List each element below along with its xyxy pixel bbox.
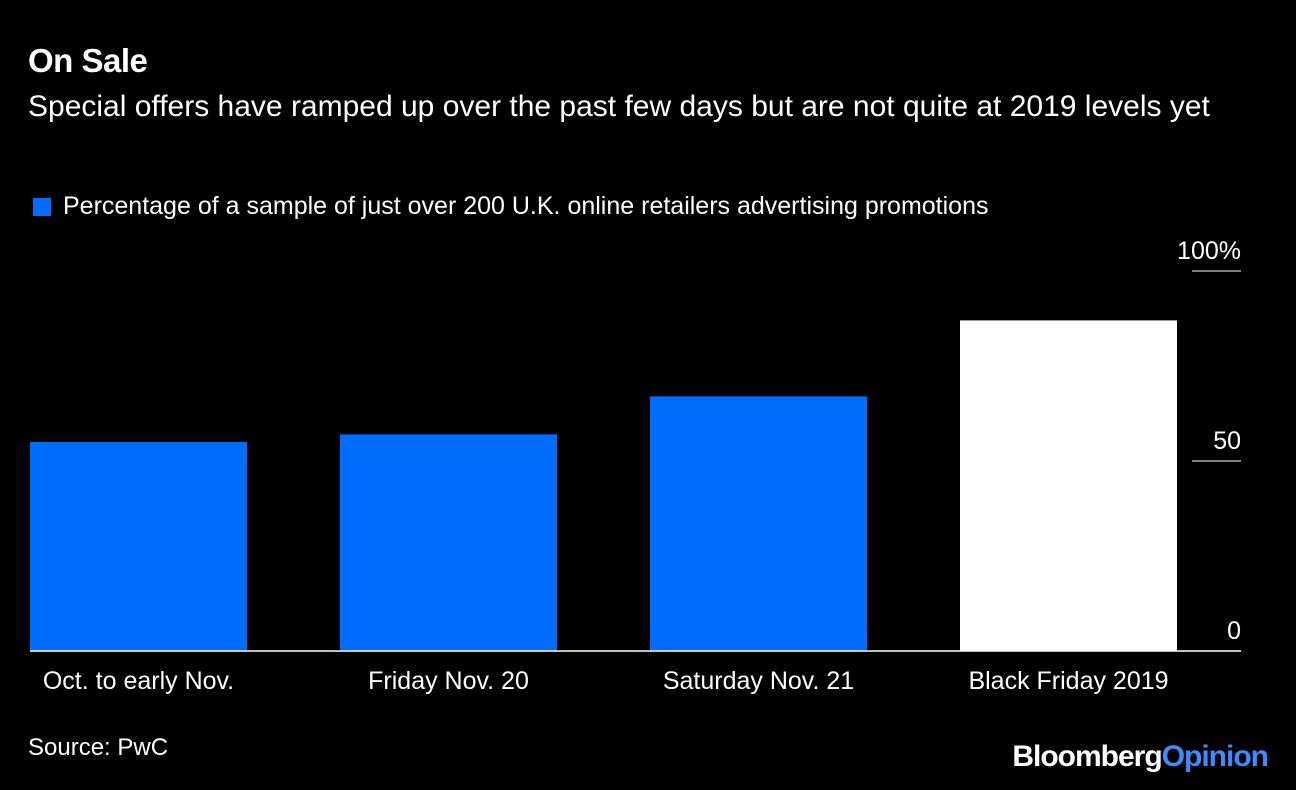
bar-3 [960,320,1177,651]
brand-primary: Bloomberg [1012,740,1162,773]
brand-secondary: Opinion [1161,740,1269,773]
x-tick-label-1: Friday Nov. 20 [368,667,529,695]
bar-1 [340,434,557,651]
brand-logo: BloombergOpinion [1012,740,1269,774]
x-tick-label-3: Black Friday 2019 [968,667,1168,695]
chart-legend: Percentage of a sample of just over 200 … [33,192,989,221]
x-tick-label-2: Saturday Nov. 21 [663,667,854,695]
chart-title: On Sale [28,42,148,79]
y-tick-label-0: 0 [1227,617,1241,645]
legend-label: Percentage of a sample of just over 200 … [63,192,989,220]
chart-subtitle: Special offers have ramped up over the p… [28,90,1210,123]
bar-2 [650,396,867,651]
bar-0 [30,442,247,651]
y-tick-label-2: 100% [1177,237,1241,265]
x-tick-label-0: Oct. to early Nov. [43,667,234,695]
source-note: Source: PwC [28,734,169,761]
y-tick-label-1: 50 [1213,427,1241,455]
legend-swatch [33,197,51,216]
